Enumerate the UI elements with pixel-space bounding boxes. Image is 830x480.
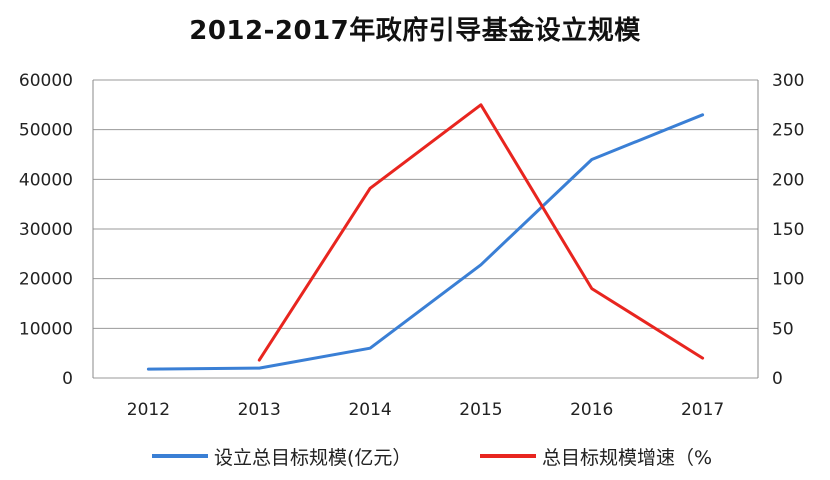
right-tick-label: 300 [772,71,804,91]
left-tick-label: 20000 [19,270,73,290]
left-tick-label: 40000 [19,170,73,190]
right-axis-tick-labels: 0 50 100 150 200 250 300 [772,71,804,389]
legend-label-scale: 设立总目标规模(亿元） [214,446,412,469]
legend-label-growth: 总目标规模增速（% [542,446,713,469]
chart-title: 2012-2017年政府引导基金设立规模 [189,16,641,46]
series-line-scale [146,113,705,371]
grid-lines [93,79,758,379]
left-tick-label: 50000 [19,121,73,141]
x-tick-label: 2012 [127,400,170,420]
x-tick-label: 2013 [238,400,281,420]
right-tick-label: 0 [772,369,783,389]
x-tick-label: 2017 [681,400,724,420]
right-tick-label: 150 [772,220,804,240]
x-tick-label: 2014 [348,400,391,420]
left-tick-label: 10000 [19,319,73,339]
legend-swatch-growth [480,454,536,458]
series-line-growth [257,103,705,362]
legend-item-growth: 总目标规模增速（% [480,441,712,471]
x-axis-tick-labels: 2012 2013 2014 2015 2016 2017 [127,400,724,420]
right-tick-label: 200 [772,170,804,190]
x-tick-label: 2016 [570,400,613,420]
left-tick-label: 0 [62,369,73,389]
left-tick-label: 60000 [19,71,73,91]
plot-frame [92,80,759,378]
right-tick-label: 100 [772,270,804,290]
legend-item-scale: 设立总目标规模(亿元） [152,441,411,471]
left-axis-tick-labels: 0 10000 20000 30000 40000 50000 60000 [19,71,73,389]
left-tick-label: 30000 [19,220,73,240]
right-tick-label: 50 [772,319,794,339]
legend-swatch-scale [152,454,208,458]
x-tick-label: 2015 [459,400,502,420]
series-lines [146,103,705,371]
right-tick-label: 250 [772,121,804,141]
